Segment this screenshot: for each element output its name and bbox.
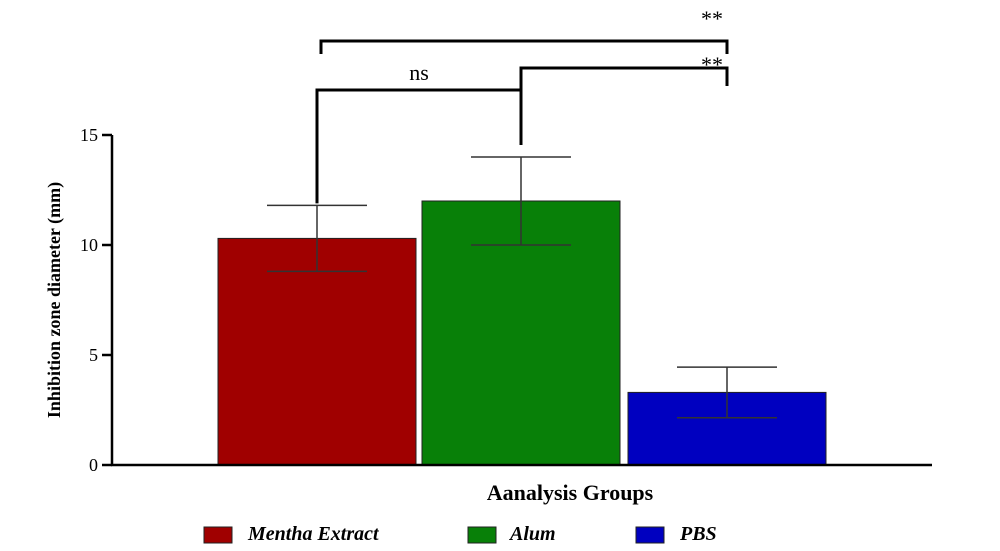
y-ticks-layer: 0 5 10 15 (80, 125, 112, 475)
significance-bracket-0: ns (315, 60, 523, 204)
legend-item-2: PBS (635, 523, 717, 545)
error-bar-1 (471, 156, 571, 246)
y-tick-label-5: 5 (89, 345, 98, 365)
legend: Mentha Extract Alum PBS (203, 523, 717, 545)
significance-label-0: ns (409, 60, 429, 85)
significance-bracket-2: ** (319, 6, 729, 54)
legend-swatch-0 (203, 526, 233, 544)
legend-label-0: Mentha Extract (247, 523, 380, 545)
error-bars-layer (267, 156, 777, 419)
significance-line-0 (315, 88, 523, 204)
significance-label-2: ** (701, 6, 723, 31)
significance-line-2 (319, 39, 729, 54)
legend-label-1: Alum (508, 523, 556, 545)
x-axis-title: Aanalysis Groups (487, 480, 654, 505)
y-tick-label-15: 15 (80, 125, 98, 145)
significance-layer: ns ** ** (315, 6, 729, 204)
axes-layer (110, 135, 932, 467)
legend-item-1: Alum (467, 523, 556, 545)
bar-0 (217, 237, 417, 466)
error-bar-0 (267, 204, 367, 273)
legend-item-0: Mentha Extract (203, 523, 380, 545)
error-bar-2 (677, 366, 777, 419)
legend-swatch-2 (635, 526, 665, 544)
significance-line-1 (519, 66, 729, 90)
y-tick-label-0: 0 (89, 455, 98, 475)
legend-swatch-1 (467, 526, 497, 544)
bars-layer (217, 200, 827, 466)
significance-label-1: ** (701, 52, 723, 77)
legend-label-2: PBS (679, 523, 717, 545)
y-axis-title: Inhibition zone diameter (mm) (44, 182, 65, 418)
significance-bracket-1: ** (519, 52, 729, 90)
y-tick-label-10: 10 (80, 235, 98, 255)
